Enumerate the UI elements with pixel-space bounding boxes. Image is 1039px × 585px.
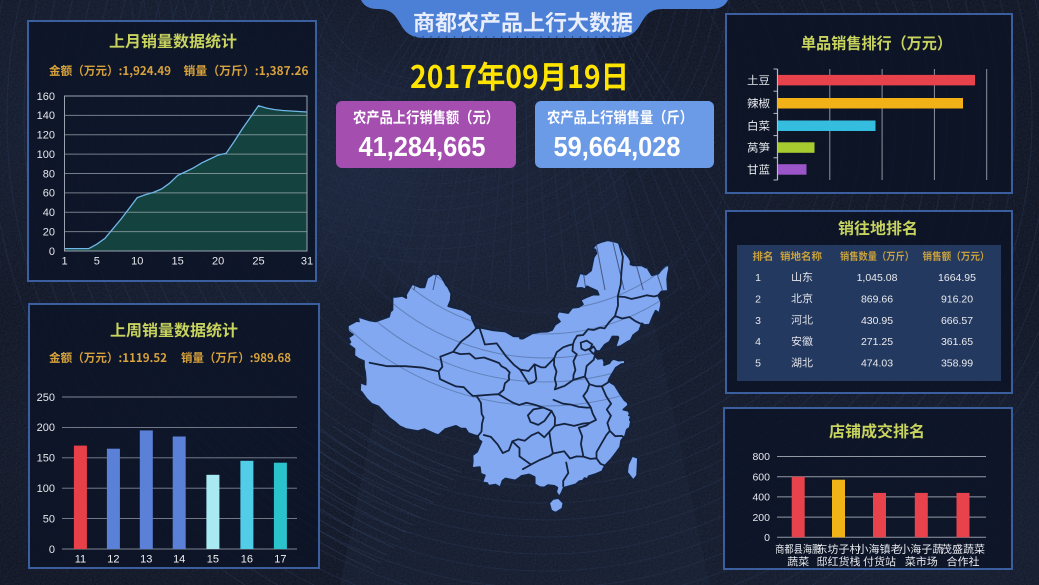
svg-text:59,664,028: 59,664,028 <box>554 131 681 162</box>
svg-text:1,045.08: 1,045.08 <box>857 272 898 284</box>
svg-text:31: 31 <box>301 256 313 268</box>
svg-text:800: 800 <box>752 451 770 463</box>
svg-text:13: 13 <box>140 554 152 566</box>
svg-text:0: 0 <box>764 532 770 544</box>
svg-text:40: 40 <box>43 207 55 219</box>
svg-text:0: 0 <box>49 544 55 556</box>
svg-text:15: 15 <box>172 256 184 268</box>
svg-text:869.66: 869.66 <box>861 293 893 305</box>
svg-text:2: 2 <box>755 293 761 305</box>
svg-text:20: 20 <box>212 256 224 268</box>
svg-text:50: 50 <box>43 513 55 525</box>
svg-text:358.99: 358.99 <box>941 358 973 370</box>
svg-text:271.25: 271.25 <box>861 336 893 348</box>
svg-text:12: 12 <box>107 554 119 566</box>
svg-text:200: 200 <box>37 422 55 434</box>
svg-text:100: 100 <box>37 483 55 495</box>
svg-text:14: 14 <box>173 554 185 566</box>
svg-text:250: 250 <box>37 392 55 404</box>
svg-text:400: 400 <box>752 492 770 504</box>
svg-text:1: 1 <box>755 272 761 284</box>
svg-text:4: 4 <box>755 336 761 348</box>
svg-text:430.95: 430.95 <box>861 315 893 327</box>
svg-text:120: 120 <box>37 130 55 142</box>
svg-text:15: 15 <box>207 554 219 566</box>
svg-text:20: 20 <box>43 226 55 238</box>
svg-text:10: 10 <box>131 256 143 268</box>
svg-text:3: 3 <box>755 315 761 327</box>
svg-text:25: 25 <box>252 256 264 268</box>
svg-text:41,284,665: 41,284,665 <box>359 131 486 162</box>
svg-text:666.57: 666.57 <box>941 315 973 327</box>
svg-text:160: 160 <box>37 91 55 103</box>
svg-text:11: 11 <box>75 554 86 566</box>
svg-text:5: 5 <box>94 256 100 268</box>
svg-text:1: 1 <box>61 256 67 268</box>
svg-text:5: 5 <box>755 358 761 370</box>
svg-text:361.65: 361.65 <box>941 336 973 348</box>
svg-text:474.03: 474.03 <box>861 358 893 370</box>
svg-text:60: 60 <box>43 188 55 200</box>
svg-text:80: 80 <box>43 168 55 180</box>
svg-text:17: 17 <box>274 554 286 566</box>
svg-text:16: 16 <box>241 554 253 566</box>
svg-text:916.20: 916.20 <box>941 293 973 305</box>
svg-text:1664.95: 1664.95 <box>938 272 976 284</box>
svg-text:150: 150 <box>37 453 55 465</box>
svg-text:100: 100 <box>37 149 55 161</box>
svg-text:0: 0 <box>49 246 55 258</box>
svg-text:600: 600 <box>752 471 770 483</box>
svg-text:200: 200 <box>752 512 770 524</box>
svg-text:140: 140 <box>37 110 55 122</box>
